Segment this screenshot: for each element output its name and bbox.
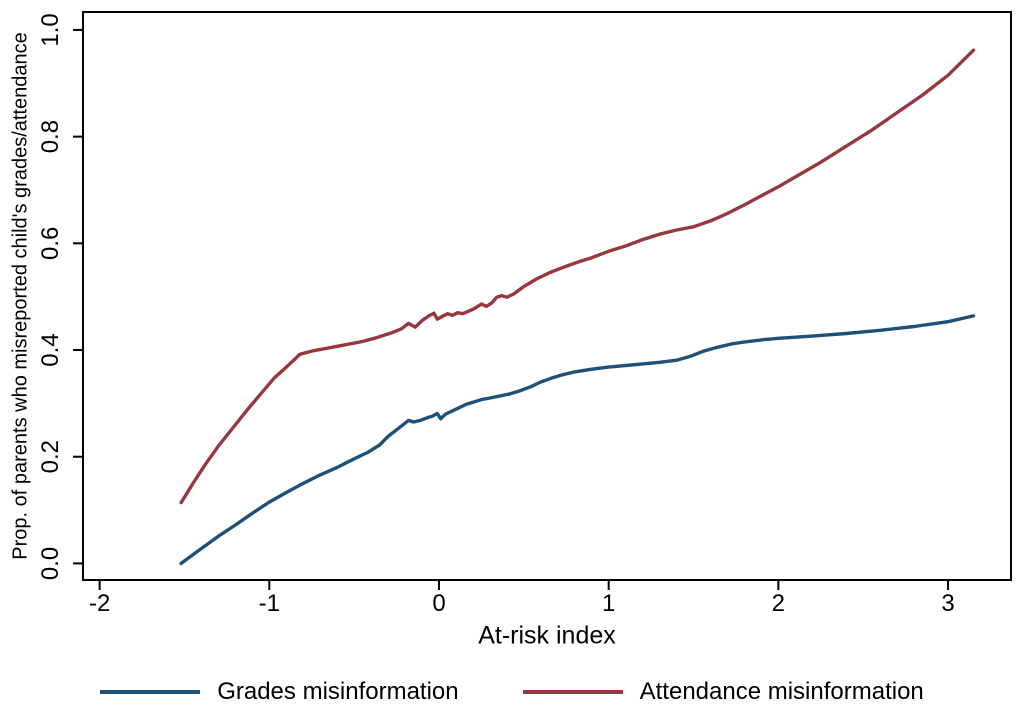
grades-misinformation-line bbox=[179, 314, 976, 566]
y-tick-label: 0.4 bbox=[37, 333, 64, 366]
x-tick-label: -2 bbox=[89, 590, 110, 617]
y-tick-label: 0.6 bbox=[37, 227, 64, 260]
attendance-line-swatch bbox=[522, 690, 623, 694]
legend-entry-attendance: Attendance misinformation bbox=[522, 678, 924, 706]
y-tick-label: 0.8 bbox=[37, 120, 64, 153]
x-tick-label: 3 bbox=[941, 590, 954, 617]
legend-label-attendance: Attendance misinformation bbox=[639, 678, 924, 705]
legend-label-grades: Grades misinformation bbox=[217, 678, 459, 705]
x-tick-label: 1 bbox=[602, 590, 615, 617]
y-tick-label: 0.2 bbox=[37, 440, 64, 473]
legend-entry-grades: Grades misinformation bbox=[100, 678, 459, 706]
plot-frame bbox=[82, 11, 1012, 581]
y-tick-label: 1.0 bbox=[37, 13, 64, 46]
legend: Grades misinformation Attendance misinfo… bbox=[0, 672, 1024, 712]
y-axis-title: Prop. of parents who misreported child's… bbox=[9, 32, 32, 560]
x-tick-label: 2 bbox=[772, 590, 785, 617]
x-tick-label: -1 bbox=[259, 590, 280, 617]
attendance-misinformation-line bbox=[179, 48, 976, 505]
x-tick-label: 0 bbox=[432, 590, 445, 617]
y-tick-label: 0.0 bbox=[37, 547, 64, 580]
grades-line-swatch bbox=[100, 690, 201, 694]
x-axis-title: At-risk index bbox=[478, 621, 616, 650]
